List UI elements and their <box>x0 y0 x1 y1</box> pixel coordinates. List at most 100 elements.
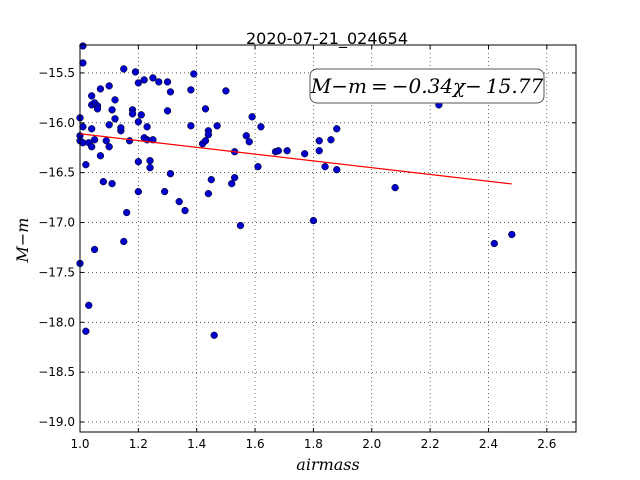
data-point <box>90 245 99 254</box>
data-point <box>166 88 175 96</box>
data-point <box>327 136 335 144</box>
data-point <box>134 118 143 126</box>
data-point <box>315 137 323 145</box>
data-point <box>248 113 256 121</box>
data-point <box>301 150 309 158</box>
y-tick-label: −16.0 <box>38 116 75 130</box>
data-point <box>82 327 90 335</box>
data-point <box>79 59 87 67</box>
data-point <box>140 76 148 84</box>
x-tick-label: 2.0 <box>362 437 381 451</box>
data-point <box>111 115 119 123</box>
data-point <box>163 107 172 115</box>
data-point <box>137 111 145 119</box>
y-tick-label: −15.5 <box>38 66 75 80</box>
data-point <box>228 179 236 188</box>
y-tick-label: −19.0 <box>38 415 75 429</box>
data-point <box>222 87 230 95</box>
plot-frame <box>79 44 577 433</box>
data-point <box>257 123 265 131</box>
data-point <box>149 74 157 82</box>
data-point <box>245 138 253 146</box>
data-point <box>85 301 93 309</box>
data-point <box>391 183 399 192</box>
data-point <box>490 239 498 248</box>
ticks: 1.0 1.2 1.4 1.6 1.8 2.0 2.2 2.4 2.6 −15.5 −16.0 −16… <box>38 45 576 451</box>
data-point <box>108 106 116 114</box>
data-point <box>204 131 213 139</box>
data-point <box>155 78 163 86</box>
data-point <box>90 136 99 144</box>
data-point <box>123 208 131 217</box>
x-tick-label: 1.6 <box>246 437 265 451</box>
annotation-equation: M−m = −0.34χ− 15.77 <box>310 74 544 98</box>
y-tick-label: −18.5 <box>38 365 75 379</box>
data-point <box>88 125 96 133</box>
y-tick-label: −17.5 <box>38 265 75 279</box>
data-point <box>181 206 189 215</box>
data-point <box>79 42 87 50</box>
y-tick-label: −16.5 <box>38 166 75 180</box>
data-point <box>146 157 154 165</box>
data-point <box>117 124 125 132</box>
data-point <box>111 96 119 104</box>
fit-annotation: M−m = −0.34χ− 15.77 <box>309 68 545 104</box>
data-point <box>96 152 105 160</box>
data-point <box>88 92 96 100</box>
data-point <box>236 221 245 230</box>
data-point <box>166 170 175 178</box>
data-point <box>187 122 195 130</box>
data-point <box>99 177 107 186</box>
data-point <box>105 82 113 90</box>
data-point <box>134 79 143 87</box>
data-point <box>128 110 137 118</box>
data-point <box>204 189 213 198</box>
data-point <box>333 166 341 174</box>
data-point <box>146 164 154 172</box>
data-point <box>134 187 143 196</box>
plot-area <box>80 45 576 432</box>
data-point <box>309 216 318 225</box>
data-point <box>230 174 239 182</box>
annotation-box <box>309 68 545 104</box>
data-point <box>254 163 262 171</box>
data-point <box>190 70 198 78</box>
data-point <box>120 237 128 246</box>
data-point <box>160 187 169 196</box>
data-point <box>105 121 113 129</box>
data-point <box>105 143 113 151</box>
data-point <box>125 137 134 145</box>
data-point <box>201 105 210 113</box>
data-point <box>134 158 143 166</box>
data-point <box>274 147 283 155</box>
data-point <box>163 78 172 86</box>
data-point <box>508 230 516 239</box>
data-point <box>88 143 96 151</box>
x-tick-label: 1.4 <box>187 437 206 451</box>
data-point <box>93 105 102 113</box>
data-point <box>213 122 221 130</box>
data-point <box>315 147 323 155</box>
data-point <box>242 132 250 140</box>
y-axis-label: M−m <box>13 218 32 264</box>
fit-line-group <box>79 133 512 185</box>
data-point <box>207 176 215 184</box>
data-point <box>283 147 291 155</box>
x-axis-label: airmass <box>296 455 359 474</box>
data-point <box>210 331 218 339</box>
data-point <box>321 163 329 171</box>
x-tick-label: 2.2 <box>421 437 440 451</box>
y-tick-label: −17.0 <box>38 216 75 230</box>
x-tick-label: 1.8 <box>304 437 323 451</box>
x-tick-label: 2.6 <box>537 437 556 451</box>
data-point <box>120 65 128 73</box>
x-tick-label: 1.0 <box>70 437 89 451</box>
data-point <box>79 123 87 131</box>
data-point <box>96 85 105 93</box>
data-point <box>143 123 151 131</box>
data-point <box>201 137 210 145</box>
x-tick-label: 1.2 <box>129 437 148 451</box>
data-point <box>108 179 116 188</box>
data-point <box>131 68 140 76</box>
